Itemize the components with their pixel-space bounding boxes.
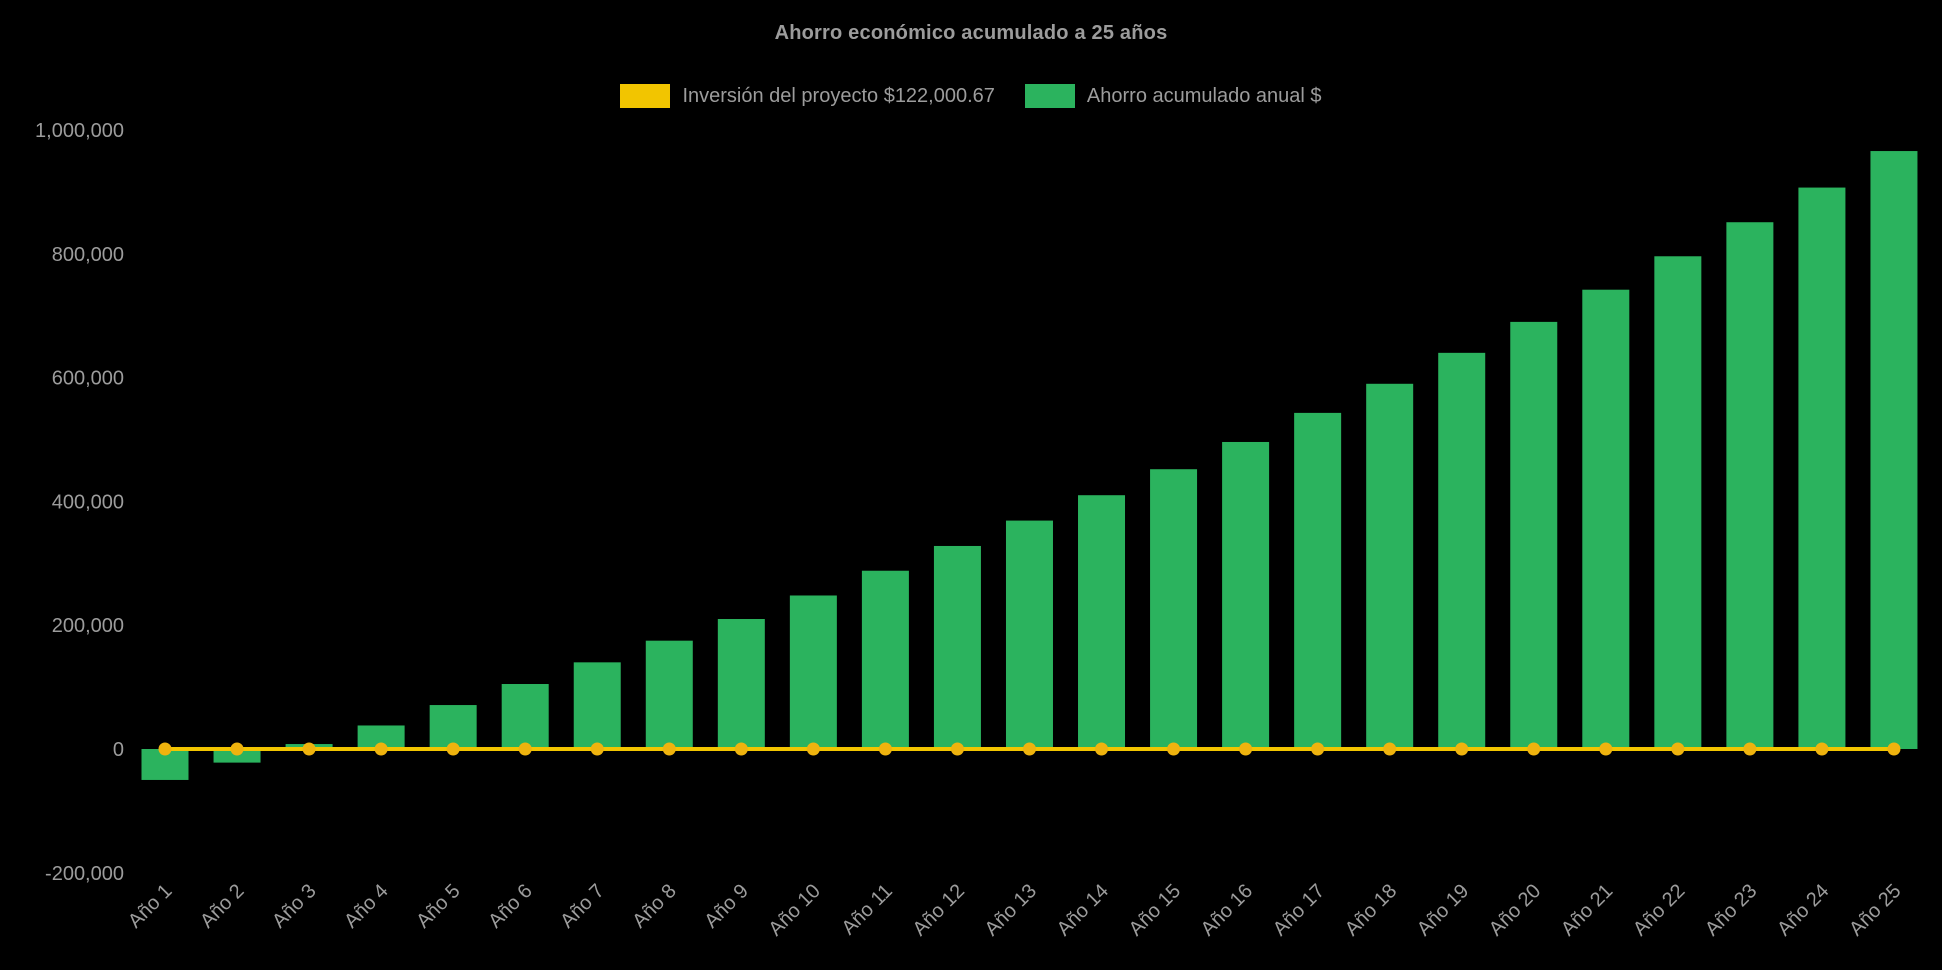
x-axis-tick-label: Año 8: [628, 880, 681, 933]
x-axis-tick-label: Año 23: [1701, 880, 1761, 940]
bar-ano-23[interactable]: [1726, 222, 1774, 749]
x-axis-tick-label: Año 1: [124, 880, 177, 933]
x-axis-tick-label: Año 2: [196, 880, 249, 933]
bar-ano-7[interactable]: [573, 662, 621, 749]
x-axis-tick-label: Año 3: [268, 880, 321, 933]
investment-line-marker[interactable]: [806, 742, 820, 756]
x-axis-tick-label: Año 18: [1341, 880, 1401, 940]
bar-ano-15[interactable]: [1150, 469, 1198, 749]
bar-ano-17[interactable]: [1294, 412, 1342, 749]
x-axis-tick-label: Año 4: [340, 880, 393, 933]
legend-label-ahorro: Ahorro acumulado anual $: [1086, 84, 1322, 107]
x-axis-tick-label: Año 7: [556, 880, 609, 933]
bar-ano-10[interactable]: [789, 595, 837, 749]
x-axis-tick-label: Año 22: [1629, 880, 1689, 940]
chart-title: Ahorro económico acumulado a 25 años: [774, 22, 1168, 44]
legend-item-ahorro[interactable]: Ahorro acumulado anual $: [1024, 84, 1322, 108]
bar-ano-24[interactable]: [1798, 187, 1846, 749]
bar-ano-13[interactable]: [1005, 520, 1053, 749]
investment-line-marker[interactable]: [518, 742, 532, 756]
y-axis-tick-label: 600,000: [52, 368, 124, 390]
bar-ano-14[interactable]: [1078, 495, 1126, 749]
investment-line-marker[interactable]: [1671, 742, 1685, 756]
y-axis-tick-label: 400,000: [52, 491, 124, 513]
x-axis-tick-label: Año 13: [981, 880, 1041, 940]
bar-ano-19[interactable]: [1438, 352, 1486, 749]
bar-ano-6[interactable]: [501, 684, 549, 749]
legend-item-inversion[interactable]: Inversión del proyecto $122,000.67: [620, 84, 995, 108]
y-axis-tick-label: -200,000: [45, 863, 124, 885]
investment-line-marker[interactable]: [302, 742, 316, 756]
bar-ano-18[interactable]: [1366, 383, 1414, 749]
y-axis-tick-label: 1,000,000: [35, 120, 124, 142]
bar-ano-25[interactable]: [1870, 151, 1918, 749]
bar-ano-11[interactable]: [861, 570, 909, 749]
x-axis-tick-label: Año 19: [1413, 880, 1473, 940]
investment-line-marker[interactable]: [1743, 742, 1757, 756]
x-axis-tick-label: Año 25: [1845, 880, 1905, 940]
x-axis-tick-label: Año 9: [700, 880, 753, 933]
investment-line-marker[interactable]: [446, 742, 460, 756]
x-axis-tick-label: Año 24: [1773, 880, 1833, 940]
investment-line-marker[interactable]: [950, 742, 964, 756]
bar-ano-20[interactable]: [1510, 321, 1558, 749]
investment-line-marker[interactable]: [1455, 742, 1469, 756]
bar-ano-2[interactable]: [213, 749, 261, 763]
investment-line-marker[interactable]: [1239, 742, 1253, 756]
investment-line-marker[interactable]: [734, 742, 748, 756]
investment-line-marker[interactable]: [1383, 742, 1397, 756]
x-axis-tick-label: Año 12: [909, 880, 969, 940]
investment-line-marker[interactable]: [1311, 742, 1325, 756]
investment-line-marker[interactable]: [158, 742, 172, 756]
x-axis-tick-label: Año 21: [1557, 880, 1617, 940]
investment-line-marker[interactable]: [1095, 742, 1109, 756]
x-axis-tick-label: Año 15: [1125, 880, 1185, 940]
bar-ano-5[interactable]: [429, 705, 477, 749]
investment-line-marker[interactable]: [1887, 742, 1901, 756]
x-axis-tick-label: Año 5: [412, 880, 465, 933]
y-axis-tick-label: 0: [113, 739, 124, 761]
x-axis-tick-label: Año 20: [1485, 880, 1545, 940]
bar-ano-21[interactable]: [1582, 289, 1630, 749]
bar-ano-12[interactable]: [933, 545, 981, 749]
legend-swatch-ahorro: [1024, 84, 1075, 108]
bar-ano-22[interactable]: [1654, 256, 1702, 749]
investment-line-marker[interactable]: [1815, 742, 1829, 756]
x-axis-tick-label: Año 6: [484, 880, 537, 933]
legend-swatch-inversion: [620, 84, 671, 108]
investment-line-marker[interactable]: [1599, 742, 1613, 756]
x-axis-tick-label: Año 11: [838, 880, 897, 939]
investment-line-marker[interactable]: [878, 742, 892, 756]
x-axis-tick-label: Año 14: [1053, 880, 1113, 940]
y-axis-tick-label: 200,000: [52, 615, 124, 637]
legend: Inversión del proyecto $122,000.67 Ahorr…: [0, 84, 1942, 108]
bar-ano-16[interactable]: [1222, 441, 1270, 749]
investment-line-marker[interactable]: [590, 742, 604, 756]
investment-line-marker[interactable]: [230, 742, 244, 756]
x-axis-tick-label: Año 16: [1197, 880, 1257, 940]
bar-ano-8[interactable]: [645, 640, 693, 749]
investment-line-marker[interactable]: [1167, 742, 1181, 756]
investment-line-marker[interactable]: [662, 742, 676, 756]
bar-ano-4[interactable]: [357, 725, 405, 749]
investment-line-marker[interactable]: [374, 742, 388, 756]
bar-ano-9[interactable]: [717, 619, 765, 749]
investment-line-marker[interactable]: [1022, 742, 1036, 756]
legend-label-inversion: Inversión del proyecto $122,000.67: [682, 84, 995, 107]
investment-line-marker[interactable]: [1527, 742, 1541, 756]
x-axis-tick-label: Año 10: [765, 880, 825, 940]
x-axis-tick-label: Año 17: [1269, 880, 1329, 940]
y-axis-tick-label: 800,000: [52, 244, 124, 266]
